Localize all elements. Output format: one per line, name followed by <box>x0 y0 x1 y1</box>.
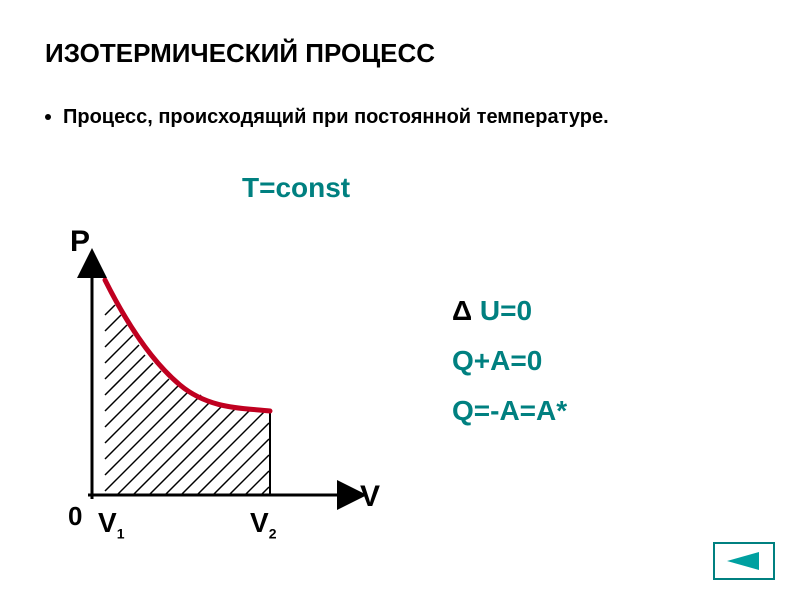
x-axis-label: V <box>360 480 380 514</box>
pv-chart: P V 0 V1 V2 <box>70 225 390 525</box>
back-arrow-icon <box>713 542 775 580</box>
origin-label: 0 <box>68 501 82 532</box>
back-button[interactable] <box>713 542 775 580</box>
formula-t-const: T=const <box>242 172 350 204</box>
definition-row: Процесс, происходящий при постоянной тем… <box>45 105 609 130</box>
chart-svg <box>70 225 390 525</box>
formula-q-plus-a: Q+A=0 <box>452 345 567 377</box>
slide-title: ИЗОТЕРМИЧЕСКИЙ ПРОЦЕСС <box>45 38 435 69</box>
x-tick-v2: V2 <box>250 507 276 542</box>
bullet-dot <box>45 114 51 120</box>
x-tick-v1: V1 <box>98 507 124 542</box>
formula-list: Δ U=0 Q+A=0 Q=-A=A* <box>452 295 567 445</box>
definition-text: Процесс, происходящий при постоянной тем… <box>63 105 609 130</box>
formula-q-eq: Q=-A=A* <box>452 395 567 427</box>
formula-delta-u: Δ U=0 <box>452 295 567 327</box>
y-axis-label: P <box>70 225 90 259</box>
